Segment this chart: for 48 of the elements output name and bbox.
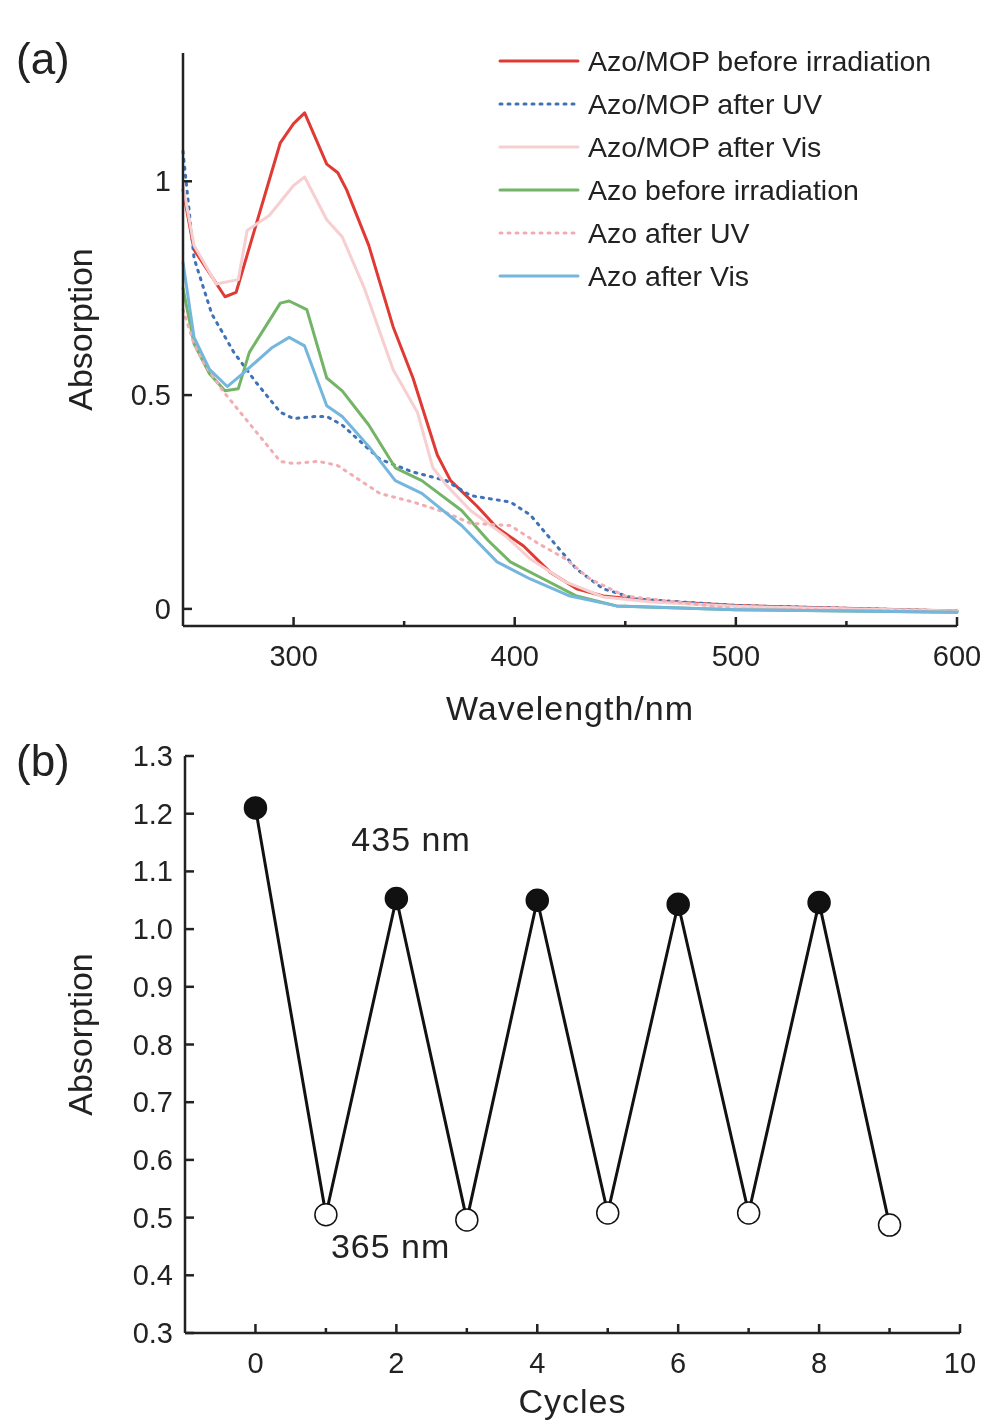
- legend-label: Azo after Vis: [588, 260, 750, 292]
- legend-label: Azo/MOP after UV: [588, 88, 822, 120]
- y-tick-label: 0.7: [132, 1086, 173, 1119]
- y-tick-label: 0.4: [132, 1259, 173, 1292]
- y-tick-label: 0: [154, 592, 171, 625]
- y-tick-label: 1: [154, 165, 171, 198]
- x-tick-label: 2: [388, 1347, 405, 1379]
- x-tick-label: 0: [247, 1347, 264, 1379]
- y-tick-label: 0.6: [132, 1143, 173, 1176]
- point: [807, 890, 831, 915]
- point: [384, 886, 409, 911]
- x-axis-title: Cycles: [518, 1382, 627, 1420]
- chart-title: (b): [16, 736, 70, 785]
- x-axis-title: Wavelength/nm: [446, 689, 694, 727]
- y-axis-title: Absorption: [61, 953, 99, 1116]
- point: [455, 1208, 479, 1232]
- x-tick-label: 300: [269, 640, 318, 672]
- y-tick-label: 0.8: [132, 1028, 173, 1061]
- point: [314, 1202, 338, 1227]
- y-tick-label: 1.3: [132, 740, 173, 772]
- point: [736, 1201, 761, 1225]
- y-tick-label: 1.1: [132, 855, 173, 888]
- y-tick-label: 1.0: [132, 913, 173, 946]
- point: [525, 888, 550, 912]
- point: [666, 892, 690, 917]
- x-tick-label: 6: [670, 1347, 687, 1379]
- point: [243, 796, 268, 820]
- y-tick-label: 1.2: [132, 797, 173, 830]
- legend-label: Azo after UV: [588, 217, 750, 249]
- x-tick-label: 8: [811, 1347, 828, 1379]
- y-tick-label: 0.3: [132, 1317, 173, 1349]
- y-tick-label: 0.5: [130, 379, 171, 412]
- legend-label: Azo/MOP before irradiation: [588, 45, 932, 77]
- x-tick-label: 400: [490, 640, 539, 672]
- annotation: 435 nm: [351, 820, 471, 859]
- chart-title: (a): [16, 34, 70, 83]
- annotation: 365 nm: [330, 1226, 451, 1265]
- point: [877, 1213, 902, 1237]
- x-tick-label: 600: [932, 640, 982, 672]
- y-tick-label: 0.5: [132, 1201, 173, 1234]
- y-tick-label: 0.9: [132, 970, 173, 1003]
- point: [595, 1201, 620, 1225]
- legend-label: Azo/MOP after Vis: [588, 131, 822, 163]
- x-tick-label: 500: [711, 640, 761, 672]
- legend-label: Azo before irradiation: [588, 174, 859, 206]
- y-axis-title: Absorption: [61, 248, 99, 411]
- x-tick-label: 10: [943, 1347, 977, 1379]
- x-tick-label: 4: [529, 1347, 546, 1379]
